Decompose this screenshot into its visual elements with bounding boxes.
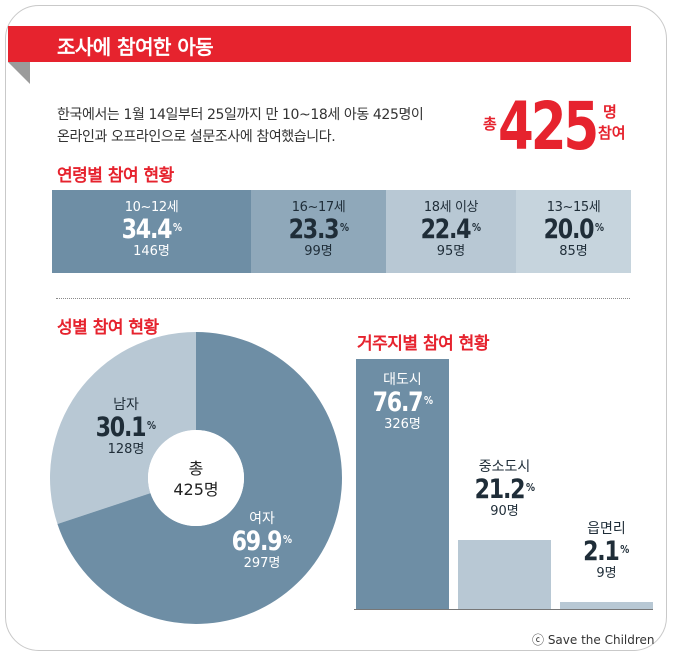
- total-suffix-participation: 참여: [598, 124, 626, 142]
- age-bar-1-count: 99명: [304, 244, 333, 259]
- residence-bar-2: [560, 602, 653, 609]
- age-bar-3-percent: 20.0%: [543, 214, 604, 245]
- residence-label-2-label: 읍면리: [587, 521, 626, 537]
- donut-label-female-count: 297명: [243, 556, 281, 571]
- age-section-title: 연령별 참여 현황: [57, 166, 174, 186]
- intro-text: 한국에서는 1월 14일부터 25일까지 만 10~18세 아동 425명이 온…: [57, 104, 424, 148]
- age-bar-2-count: 95명: [436, 244, 466, 259]
- total-prefix: 총: [483, 115, 497, 133]
- residence-baseline: [354, 609, 653, 610]
- age-bar-2: 18세 이상 22.4% 95명: [386, 190, 516, 273]
- age-bar-1: 16~17세 23.3% 99명: [251, 190, 386, 273]
- credit-text: ⓒ Save the Children: [532, 633, 655, 647]
- donut-slice-male: [49, 332, 196, 524]
- age-bar-3-label: 13~15세: [546, 200, 601, 215]
- donut-hole: [148, 430, 244, 526]
- residence-label-2-percent: 2.1%: [583, 536, 630, 567]
- donut-slice-female: [57, 332, 343, 624]
- residence-bar-1: [458, 540, 551, 609]
- donut-center-label: 총 425명: [150, 458, 242, 500]
- residence-label-1: 중소도시 21.2% 90명: [458, 458, 551, 520]
- age-bar-3-count: 85명: [559, 244, 588, 259]
- donut-label-female: 여자 69.9% 297명: [222, 510, 302, 572]
- gender-section-title: 성별 참여 현황: [57, 318, 159, 338]
- donut-label-male: 남자 30.1% 128명: [86, 396, 166, 458]
- residence-label-0-count: 326명: [384, 417, 421, 432]
- total-suffix-unit: 명: [603, 103, 617, 121]
- donut-center-total: 425명: [173, 480, 219, 499]
- intro-line-2: 온라인과 오프라인으로 설문조사에 참여했습니다.: [57, 129, 336, 145]
- banner-fold: [8, 62, 30, 84]
- age-bar-0-label: 10~12세: [124, 200, 179, 215]
- age-bar-0-count: 146명: [133, 244, 170, 259]
- donut-label-female-percent: 69.9%: [231, 526, 293, 557]
- residence-label-1-count: 90명: [490, 504, 519, 519]
- residence-bar-0: [356, 359, 449, 609]
- residence-label-0-label: 대도시: [383, 372, 422, 388]
- residence-label-1-label: 중소도시: [478, 459, 531, 475]
- title-banner: [8, 26, 631, 62]
- donut-label-male-label: 남자: [113, 397, 139, 413]
- section-divider: [56, 298, 630, 299]
- total-value: 425: [498, 88, 599, 165]
- age-bar-1-label: 16~17세: [291, 200, 346, 215]
- age-bar-1-percent: 23.3%: [288, 214, 349, 245]
- age-bar-0-percent: 34.4%: [121, 214, 182, 245]
- donut-center-prefix: 총: [188, 459, 204, 478]
- donut-label-female-label: 여자: [249, 511, 275, 527]
- residence-label-0-percent: 76.7%: [372, 387, 433, 418]
- donut-label-male-count: 128명: [107, 442, 145, 457]
- age-bar-0: 10~12세 34.4% 146명: [52, 190, 251, 273]
- residence-section-title: 거주지별 참여 현황: [357, 334, 489, 354]
- donut-label-male-percent: 30.1%: [95, 412, 157, 443]
- residence-label-0: 대도시 76.7% 326명: [356, 371, 449, 433]
- residence-label-1-percent: 21.2%: [474, 474, 535, 505]
- page-title: 조사에 참여한 아동: [57, 35, 214, 59]
- residence-label-2: 읍면리 2.1% 9명: [560, 520, 653, 582]
- residence-label-2-count: 9명: [596, 566, 617, 581]
- age-bar-3: 13~15세 20.0% 85명: [516, 190, 631, 273]
- age-bar-2-label: 18세 이상: [423, 200, 479, 215]
- age-bar-2-percent: 22.4%: [420, 214, 482, 245]
- intro-line-1: 한국에서는 1월 14일부터 25일까지 만 10~18세 아동 425명이: [57, 107, 424, 123]
